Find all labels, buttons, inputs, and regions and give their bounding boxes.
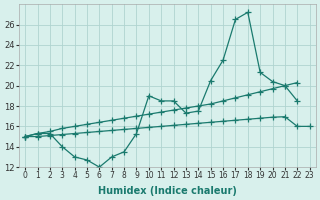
X-axis label: Humidex (Indice chaleur): Humidex (Indice chaleur) (98, 186, 237, 196)
